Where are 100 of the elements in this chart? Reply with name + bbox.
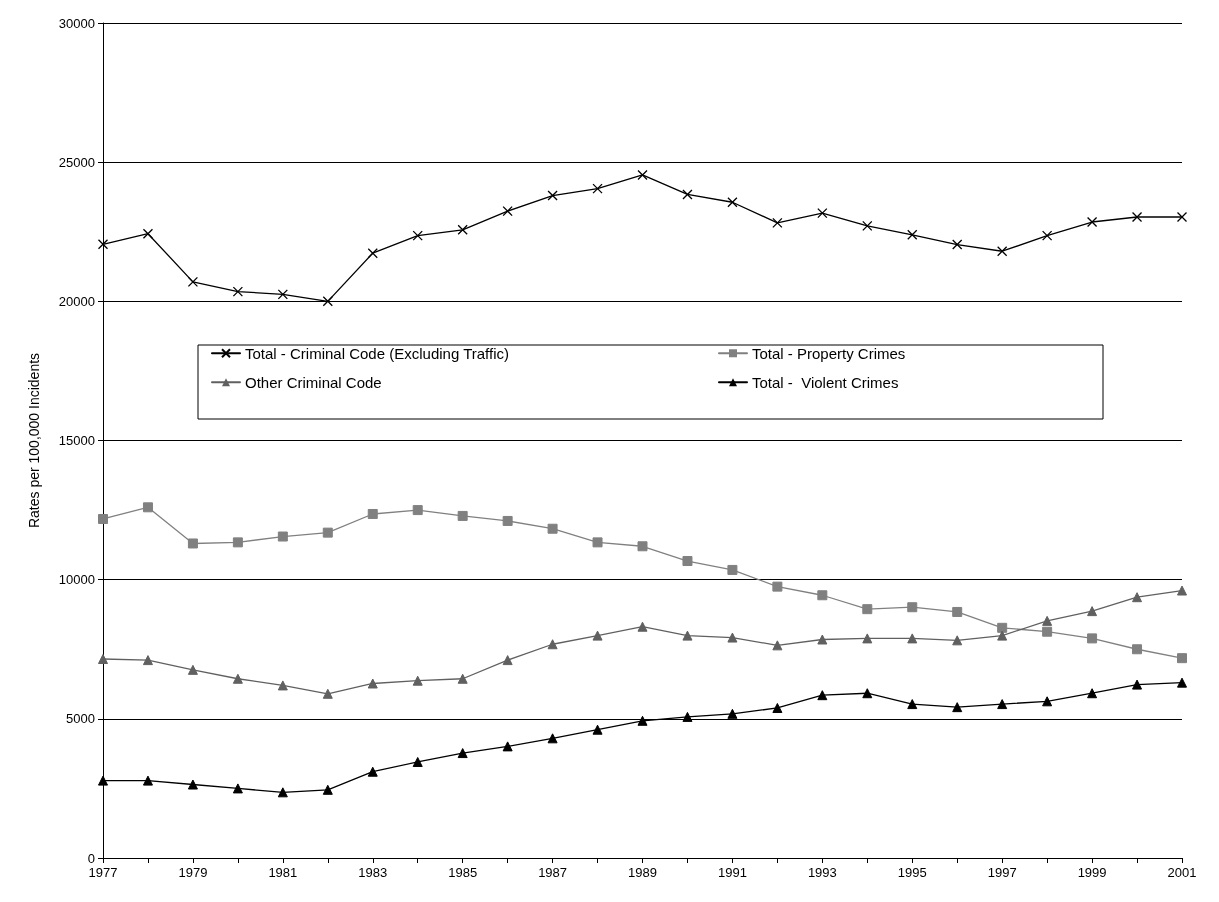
point <box>277 531 288 542</box>
point <box>232 286 244 297</box>
point <box>367 678 378 689</box>
point <box>547 190 558 201</box>
point <box>98 653 108 664</box>
y-tick-label: 10000 <box>58 572 95 588</box>
point <box>1132 679 1143 690</box>
point <box>322 527 333 538</box>
point <box>367 248 378 259</box>
point <box>142 228 154 239</box>
point <box>412 230 423 241</box>
point <box>997 699 1008 710</box>
point <box>1132 592 1143 603</box>
point <box>502 515 513 526</box>
legend-label: Other Criminal Code <box>245 373 382 391</box>
point <box>682 711 693 722</box>
point <box>817 207 828 219</box>
point <box>502 655 513 666</box>
point <box>1131 211 1143 223</box>
point <box>817 690 828 701</box>
point <box>187 779 198 790</box>
point <box>727 632 738 643</box>
point <box>1087 688 1098 699</box>
point <box>547 639 558 650</box>
x-tick-label: 1983 <box>358 865 388 880</box>
point <box>187 276 199 287</box>
x-tick-label: 2001 <box>1167 865 1197 880</box>
point <box>232 783 243 794</box>
point <box>817 634 828 645</box>
point <box>322 784 333 795</box>
point <box>592 724 603 735</box>
point <box>142 775 153 786</box>
point <box>907 229 918 240</box>
point <box>1042 626 1053 637</box>
point <box>547 733 558 744</box>
legend-label: Total - Violent Crimes <box>752 373 899 391</box>
y-tick-label: 25000 <box>58 154 95 170</box>
legend-label: Total - Property Crimes <box>752 344 906 362</box>
y-tick-label: 5000 <box>66 711 95 727</box>
point <box>98 513 108 524</box>
point <box>277 787 288 798</box>
y-tick-label: 15000 <box>58 433 95 448</box>
y-axis-title: Rates per 100,000 Incidents <box>26 352 42 529</box>
point <box>682 189 693 200</box>
point <box>727 197 738 208</box>
point <box>1042 615 1053 626</box>
point <box>1041 230 1053 241</box>
point <box>232 537 243 548</box>
x-tick-label: 1999 <box>1077 865 1107 880</box>
x-tick-label: 1989 <box>628 865 657 880</box>
point <box>412 675 423 686</box>
point <box>1132 644 1143 655</box>
point <box>98 775 108 786</box>
point <box>952 635 963 646</box>
point <box>592 537 603 548</box>
x-tick-label: 1993 <box>807 865 837 880</box>
point <box>997 630 1008 641</box>
point <box>457 510 468 521</box>
point <box>907 633 918 644</box>
point <box>772 581 783 592</box>
point <box>322 688 333 699</box>
point <box>862 633 873 644</box>
point <box>457 224 468 235</box>
point <box>187 664 198 675</box>
point <box>367 766 378 777</box>
point <box>1177 585 1187 596</box>
point <box>637 169 648 181</box>
x-tick-label: 1985 <box>448 865 478 880</box>
point <box>727 564 738 575</box>
point <box>277 680 288 691</box>
point <box>637 621 648 632</box>
point <box>997 622 1008 633</box>
point <box>1042 696 1053 707</box>
point <box>1176 211 1188 223</box>
point <box>637 541 648 552</box>
point <box>367 508 378 519</box>
point <box>502 206 513 217</box>
point <box>457 748 468 759</box>
point <box>907 699 918 710</box>
point <box>772 217 783 228</box>
point <box>727 708 738 719</box>
y-tick-label: 20000 <box>58 293 95 309</box>
point <box>772 640 783 651</box>
point <box>412 505 423 516</box>
point <box>1177 677 1187 688</box>
point <box>772 702 783 713</box>
point <box>952 239 963 250</box>
point <box>97 239 109 250</box>
point <box>142 502 153 513</box>
y-tick-label: 30000 <box>58 15 95 31</box>
point <box>232 673 243 684</box>
point <box>907 602 918 613</box>
point <box>1087 633 1098 644</box>
point <box>862 688 873 699</box>
point <box>457 673 468 684</box>
x-tick-label: 1977 <box>88 865 118 880</box>
point <box>1177 653 1187 664</box>
x-tick-label: 1997 <box>987 865 1017 880</box>
point <box>952 606 963 617</box>
x-tick-label: 1987 <box>538 865 568 880</box>
